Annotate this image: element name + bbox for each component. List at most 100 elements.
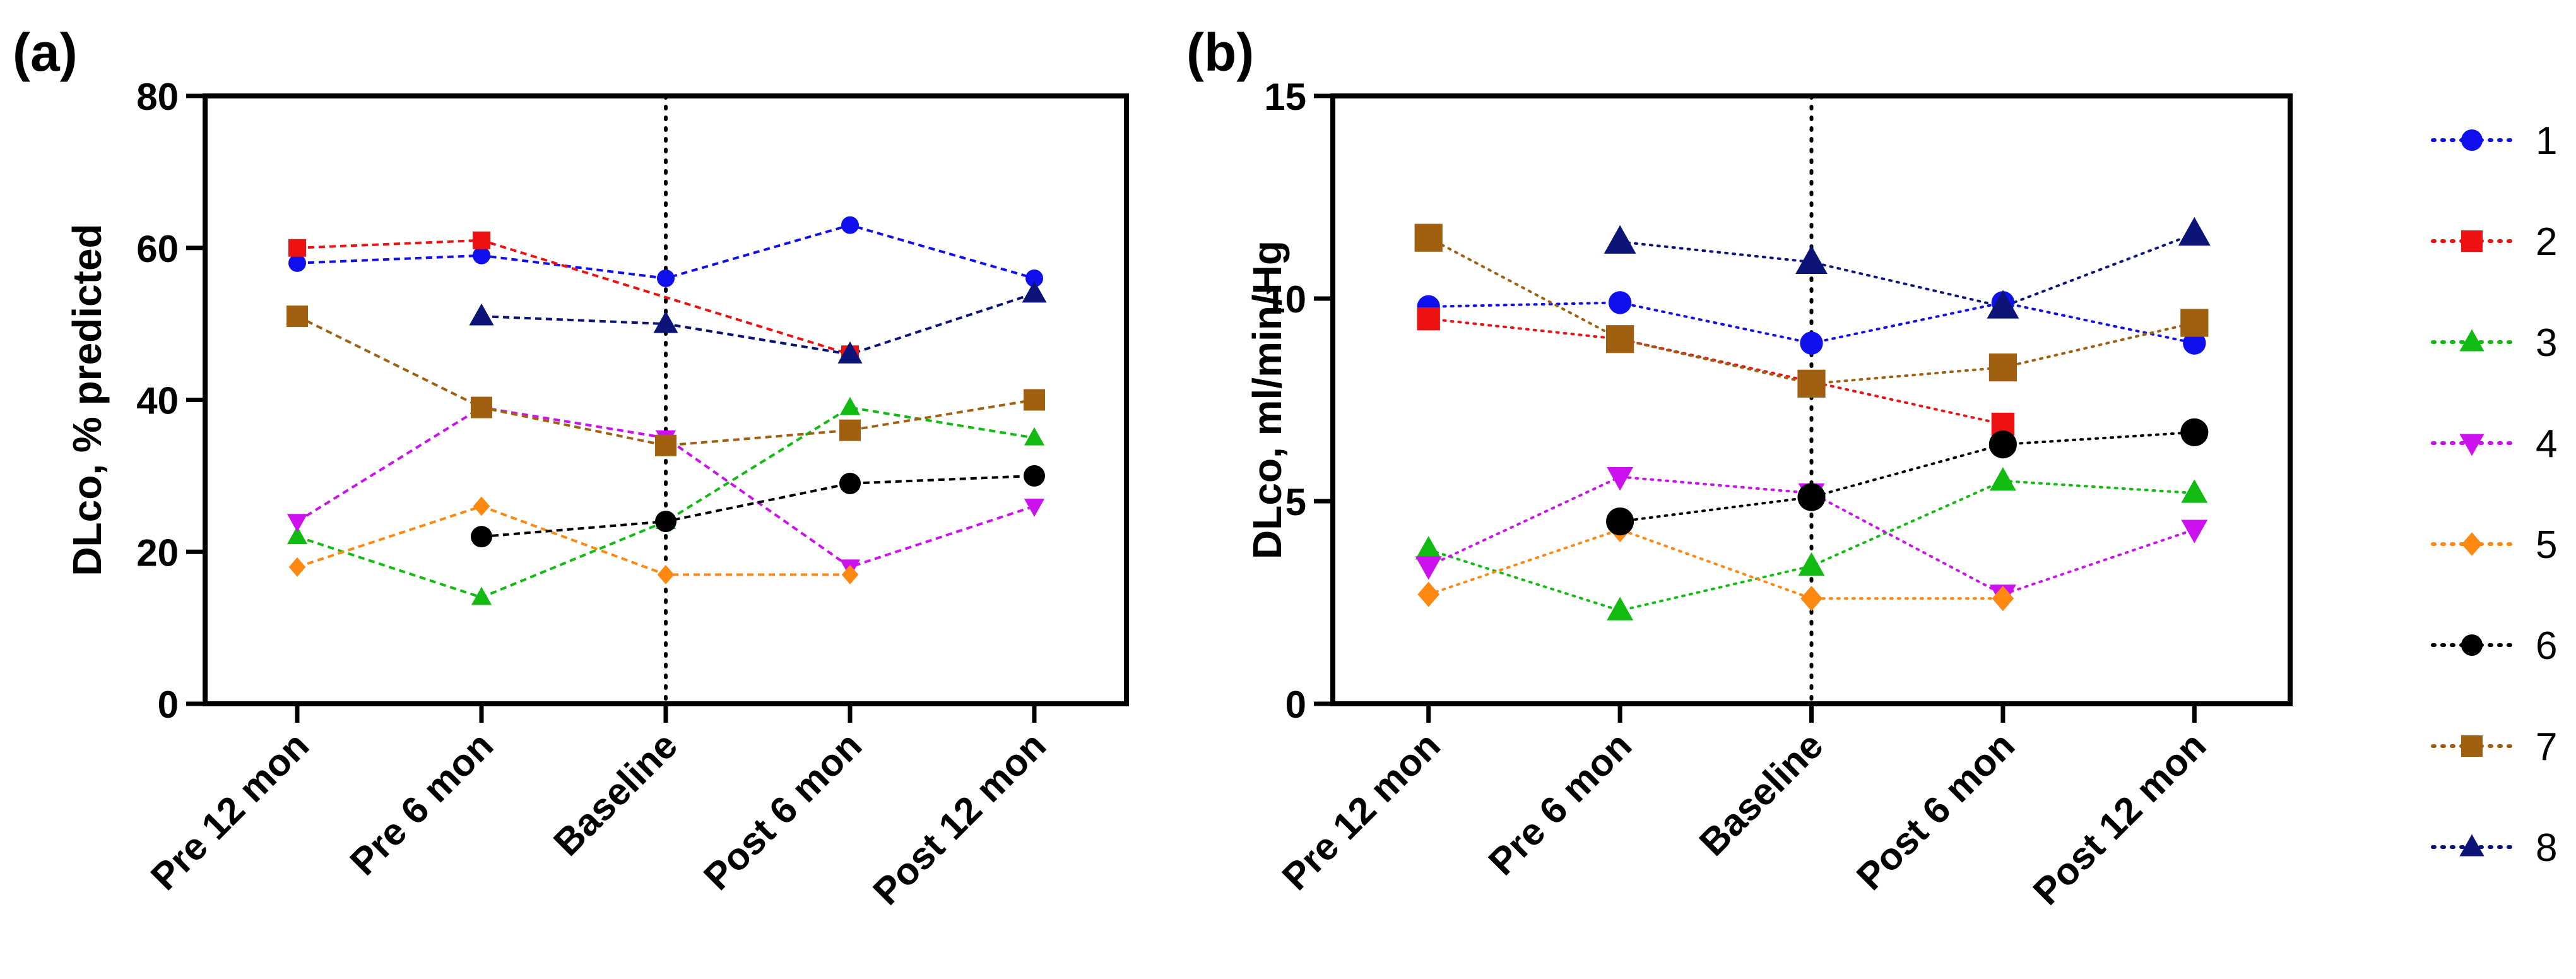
- y-tick-label: 10: [1264, 278, 1306, 321]
- data-point-3-3: [1798, 552, 1825, 576]
- data-point-2-2: [473, 231, 490, 249]
- data-point-5-4: [1992, 586, 2014, 612]
- legend-item-3: 3: [2431, 321, 2557, 365]
- data-point-5-1: [288, 557, 306, 577]
- series-line-4: [296, 406, 1035, 569]
- data-point-1-1: [288, 254, 306, 272]
- legend-label: 8: [2536, 826, 2557, 870]
- y-tick-label: 0: [1285, 684, 1306, 726]
- data-point-5-3: [1800, 586, 1823, 612]
- data-point-3-2: [471, 586, 492, 605]
- y-tick-label: 60: [136, 228, 179, 270]
- legend-marker: [2461, 634, 2483, 656]
- series-line-6: [481, 474, 1035, 538]
- data-point-7-5: [1024, 389, 1045, 411]
- x-tick-label: Pre 6 mon: [342, 724, 502, 884]
- data-point-6-4: [1988, 430, 2017, 459]
- series-line-7: [1427, 236, 2196, 385]
- data-point-8-4: [837, 341, 863, 364]
- data-point-3-5: [1024, 427, 1045, 446]
- legend-label: 1: [2536, 119, 2557, 163]
- data-point-8-5: [1022, 280, 1047, 303]
- data-point-6-5: [1024, 465, 1045, 487]
- data-point-7-3: [1797, 369, 1826, 398]
- legend-marker: [2461, 129, 2483, 151]
- data-point-7-4: [1988, 353, 2017, 382]
- data-point-6-5: [2180, 418, 2209, 446]
- data-point-5-3: [657, 564, 675, 584]
- data-point-4-5: [1024, 499, 1045, 517]
- data-point-1-3: [1800, 331, 1823, 355]
- legend-marker: [2461, 230, 2483, 252]
- legend-item-7: 7: [2431, 725, 2557, 769]
- legend-label: 7: [2536, 725, 2557, 769]
- legend-marker: [2461, 532, 2483, 556]
- data-point-1-2: [473, 246, 490, 264]
- data-point-2-1: [1417, 307, 1440, 331]
- legend-item-2: 2: [2431, 220, 2557, 264]
- legend-item-5: 5: [2431, 523, 2557, 567]
- data-point-8-3: [653, 311, 678, 333]
- data-point-7-5: [2180, 309, 2209, 337]
- data-point-8-5: [2178, 217, 2211, 246]
- data-point-3-1: [287, 526, 308, 545]
- series-line-2: [297, 239, 851, 356]
- data-point-6-4: [839, 472, 861, 494]
- data-point-3-5: [2181, 479, 2208, 503]
- data-point-1-5: [1025, 269, 1043, 287]
- x-tick-label: Baseline: [545, 724, 685, 864]
- data-point-7-3: [655, 434, 676, 456]
- data-point-1-4: [841, 216, 859, 234]
- data-point-8-4: [1987, 290, 2019, 319]
- data-point-6-2: [471, 526, 492, 548]
- legend-item-6: 6: [2431, 624, 2557, 668]
- series-line-8: [481, 292, 1035, 356]
- x-tick-label: Pre 6 mon: [1480, 724, 1640, 884]
- data-point-5-2: [473, 496, 490, 516]
- legend-marker: [2459, 434, 2484, 456]
- legend-marker: [2459, 329, 2484, 352]
- data-point-2-1: [288, 239, 306, 257]
- data-point-7-1: [1414, 223, 1443, 252]
- x-tick-label: Pre 12 mon: [143, 724, 317, 898]
- data-point-4-5: [2181, 519, 2208, 543]
- y-tick-label: 40: [136, 380, 179, 422]
- legend-label: 2: [2536, 220, 2557, 264]
- legend-marker: [2459, 834, 2484, 857]
- legend-label: 4: [2536, 422, 2557, 466]
- y-tick-label: 0: [158, 684, 179, 726]
- data-point-5-4: [841, 564, 859, 584]
- legend: 1 2 3 4 5 6 7 8: [2431, 119, 2557, 870]
- data-point-1-5: [2183, 331, 2206, 355]
- series-line-3: [297, 406, 1035, 599]
- legend-label: 3: [2536, 321, 2557, 365]
- x-tick-label: Post 6 mon: [695, 724, 870, 898]
- data-point-3-4: [839, 396, 861, 415]
- y-tick-label: 5: [1285, 481, 1306, 523]
- data-point-8-2: [469, 303, 494, 326]
- data-point-7-4: [839, 419, 861, 441]
- data-point-4-1: [287, 514, 308, 532]
- x-tick-label: Post 12 mon: [2025, 724, 2214, 913]
- legend-item-8: 8: [2431, 826, 2557, 870]
- data-point-4-1: [1415, 556, 1442, 580]
- series-line-5: [1427, 528, 2004, 600]
- series-line-8: [1619, 232, 2196, 308]
- series-line-2: [1427, 317, 2004, 426]
- data-point-3-1: [1415, 536, 1442, 560]
- legend-label: 5: [2536, 523, 2557, 567]
- x-tick-label: Post 12 mon: [865, 724, 1055, 913]
- series-line-6: [1619, 430, 2196, 523]
- legend-label: 6: [2536, 624, 2557, 668]
- data-point-6-2: [1606, 507, 1634, 536]
- data-point-6-3: [655, 511, 676, 533]
- data-point-7-1: [287, 306, 308, 328]
- data-point-8-3: [1795, 245, 1828, 275]
- series-line-5: [297, 504, 850, 576]
- data-point-5-1: [1417, 581, 1439, 607]
- y-tick-label: 80: [136, 76, 179, 118]
- data-point-6-3: [1797, 483, 1826, 511]
